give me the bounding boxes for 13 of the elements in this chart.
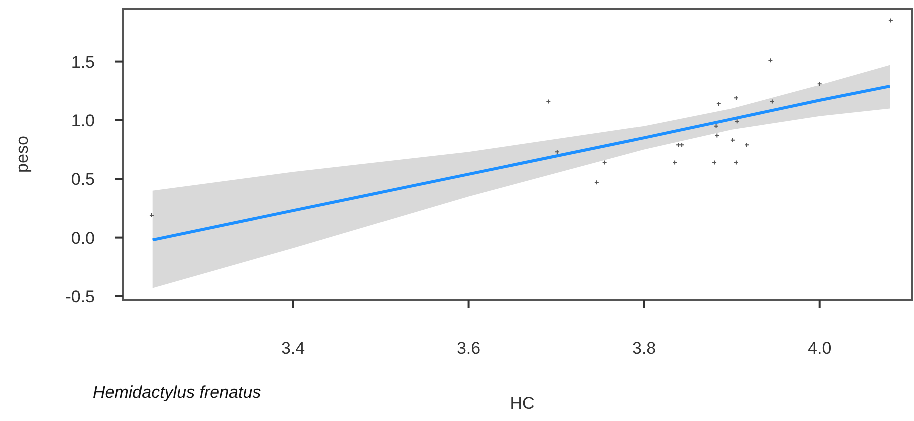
x-tick-label: 3.4 [281, 339, 306, 358]
y-axis-title: peso [13, 136, 32, 173]
line-series [151, 84, 892, 242]
y-tick-label: 0.0 [71, 228, 95, 248]
y-tick-label: 1.5 [71, 52, 95, 72]
x-axis-title: HC [510, 394, 535, 413]
y-tick-label: 1.0 [71, 111, 95, 130]
y-tick-label: -0.5 [66, 287, 95, 306]
x-tick-label: 3.8 [632, 339, 656, 358]
x-tick-label: 3.6 [456, 339, 481, 358]
text: Hemidactylus frenatus [93, 383, 262, 402]
y-tick-label: 0.5 [71, 170, 95, 190]
x-tick-label: 4.0 [808, 339, 832, 358]
